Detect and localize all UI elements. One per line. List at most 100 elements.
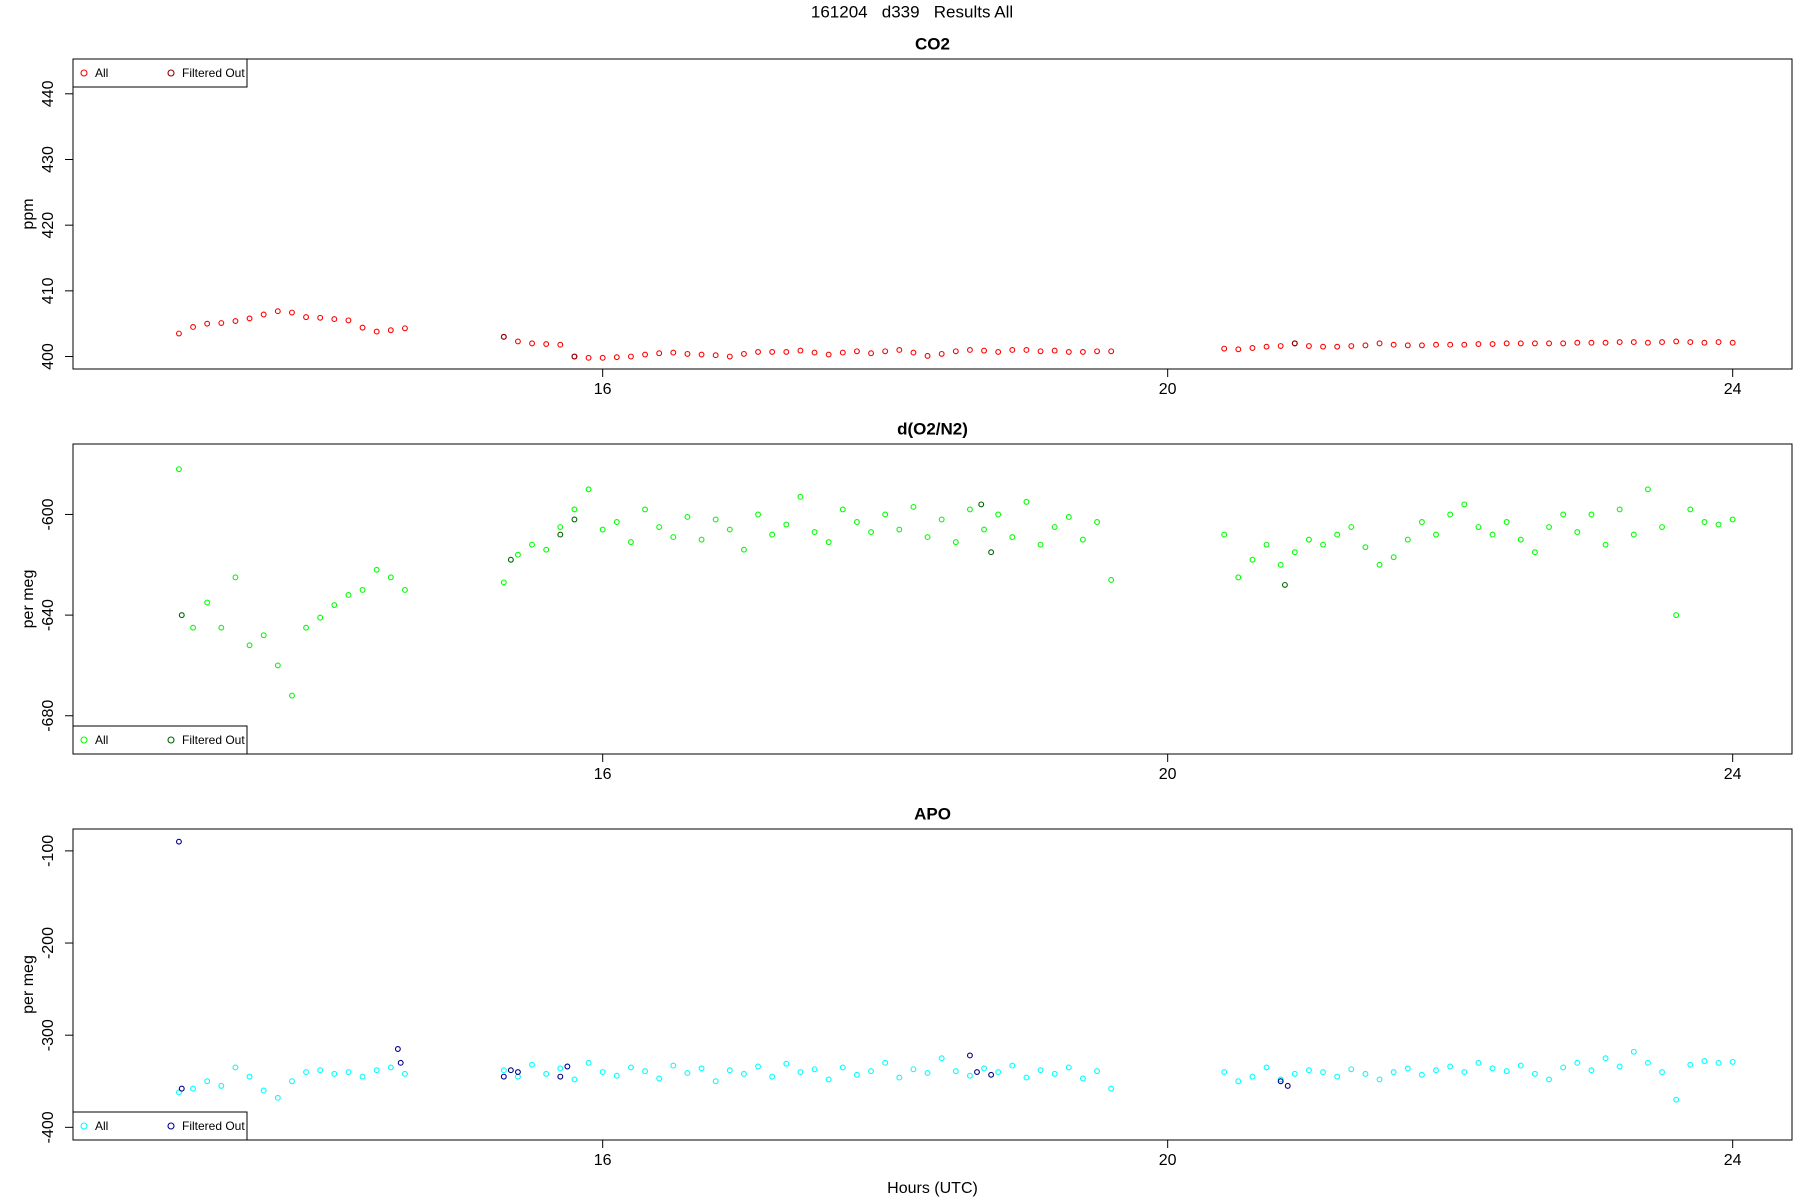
legend-marker	[167, 736, 175, 744]
data-point	[1334, 531, 1341, 538]
data-point	[1616, 339, 1623, 346]
data-point	[204, 1078, 211, 1085]
data-point	[1447, 1063, 1454, 1070]
data-point	[1023, 1074, 1030, 1081]
data-point	[988, 1071, 995, 1078]
data-point	[853, 348, 860, 355]
data-point	[1291, 1070, 1298, 1077]
data-point	[740, 1070, 747, 1077]
data-point	[1079, 1075, 1086, 1082]
data-point	[1284, 1082, 1291, 1089]
data-point	[232, 1064, 239, 1071]
data-point	[627, 353, 634, 360]
data-point	[387, 327, 394, 334]
data-point	[359, 1073, 366, 1080]
data-point	[1517, 536, 1524, 543]
data-point	[995, 511, 1002, 518]
legend-label: Filtered Out	[182, 66, 245, 80]
data-point	[557, 1065, 564, 1072]
data-point	[868, 529, 875, 536]
y-axis-label: per meg	[20, 955, 37, 1014]
data-point	[557, 524, 564, 530]
data-point	[882, 1059, 889, 1066]
data-point	[1546, 1076, 1553, 1083]
data-point	[1291, 340, 1298, 347]
data-point	[938, 516, 945, 523]
data-point	[769, 1073, 776, 1080]
data-point	[599, 526, 606, 533]
data-point	[1235, 1078, 1242, 1085]
x-tick-label: 16	[594, 1152, 612, 1169]
data-point	[175, 466, 182, 473]
data-point	[1065, 1064, 1072, 1071]
data-point	[1037, 348, 1044, 355]
data-point	[1221, 345, 1228, 352]
data-point	[1673, 338, 1680, 345]
legend-label: All	[95, 66, 108, 80]
data-point	[1320, 1069, 1327, 1075]
data-point	[317, 1067, 324, 1074]
data-point	[317, 614, 324, 621]
data-point	[500, 579, 507, 586]
data-point	[684, 514, 691, 520]
data-point	[1659, 524, 1666, 530]
data-point	[938, 350, 945, 357]
data-point	[1108, 1085, 1115, 1092]
x-tick-label: 20	[1159, 1152, 1177, 1169]
legend-marker	[80, 736, 88, 744]
data-point	[1602, 1055, 1609, 1062]
data-point	[1701, 339, 1708, 346]
data-point	[642, 351, 649, 358]
data-point	[1235, 346, 1242, 353]
data-point	[1023, 347, 1030, 353]
data-point	[190, 324, 197, 330]
y-tick-label: -600	[40, 498, 57, 530]
x-tick-label: 20	[1159, 381, 1177, 398]
data-point	[288, 692, 295, 699]
data-point	[1687, 1061, 1694, 1068]
data-point	[204, 320, 211, 327]
data-point	[966, 347, 973, 353]
data-point	[769, 531, 776, 538]
data-point	[726, 353, 733, 360]
data-point	[995, 348, 1002, 355]
data-point	[190, 1085, 197, 1092]
data-point	[1475, 1059, 1482, 1066]
data-point	[924, 352, 931, 359]
data-point	[1602, 339, 1609, 346]
data-point	[882, 511, 889, 518]
y-tick-label: -300	[40, 1019, 57, 1051]
data-point	[1560, 340, 1567, 347]
data-point	[178, 612, 185, 619]
data-point	[1263, 343, 1270, 350]
data-point	[613, 1072, 620, 1079]
data-point	[1037, 1067, 1044, 1074]
data-point	[373, 328, 380, 335]
data-point	[1094, 519, 1101, 525]
data-point	[656, 524, 663, 530]
data-point	[1461, 501, 1468, 508]
data-point	[1531, 340, 1538, 347]
data-point	[1404, 342, 1411, 349]
legend-marker	[80, 1122, 88, 1130]
data-point	[910, 1066, 917, 1073]
data-point	[232, 574, 239, 581]
data-point	[585, 1059, 592, 1066]
data-point	[1433, 341, 1440, 348]
data-point	[345, 592, 352, 598]
data-point	[952, 539, 959, 546]
y-tick-label: 400	[40, 343, 57, 370]
data-point	[564, 1063, 571, 1070]
data-point	[825, 351, 832, 358]
data-point	[274, 1094, 281, 1101]
data-point	[1489, 531, 1496, 538]
data-point	[868, 350, 875, 357]
legend-label: All	[95, 733, 108, 747]
y-tick-label: 420	[40, 212, 57, 239]
data-point	[1079, 348, 1086, 355]
data-point	[175, 838, 182, 845]
data-point	[811, 349, 818, 356]
data-point	[246, 642, 253, 649]
data-point	[303, 624, 310, 631]
data-point	[175, 1089, 182, 1096]
